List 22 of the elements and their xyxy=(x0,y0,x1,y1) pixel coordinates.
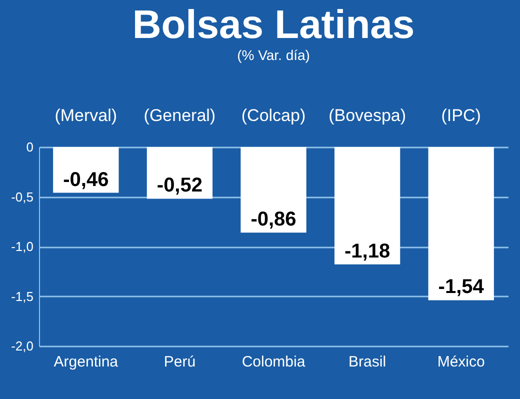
text: (IPC) xyxy=(441,106,481,125)
y-tick-label: 0 xyxy=(26,140,34,154)
x-tick-label: México xyxy=(437,354,485,370)
x-tick-label: Perú xyxy=(164,354,196,370)
y-tick-label: -0,5 xyxy=(11,189,34,204)
text: (General) xyxy=(144,106,216,125)
data-label: -1,18 xyxy=(344,240,390,262)
x-tick-label: Brasil xyxy=(348,354,386,370)
chart-title: Bolsas Latinas xyxy=(132,3,415,47)
text: (Colcap) xyxy=(241,106,306,125)
chart-subtitle: (% Var. día) xyxy=(237,47,310,63)
data-label: -1,54 xyxy=(438,276,485,298)
text: (Merval) xyxy=(54,106,118,125)
x-tick-label: Colombia xyxy=(242,354,306,370)
y-tick-label: -1,0 xyxy=(11,239,34,254)
y-tick-label: -2,0 xyxy=(11,338,34,354)
y-tick-label: -1,5 xyxy=(11,288,34,304)
data-label: -0,46 xyxy=(63,168,109,191)
x-tick-label: Argentina xyxy=(54,354,119,370)
text: (Bovespa) xyxy=(328,106,406,125)
data-label: -0,52 xyxy=(156,174,202,197)
data-label: -0,86 xyxy=(250,208,296,231)
